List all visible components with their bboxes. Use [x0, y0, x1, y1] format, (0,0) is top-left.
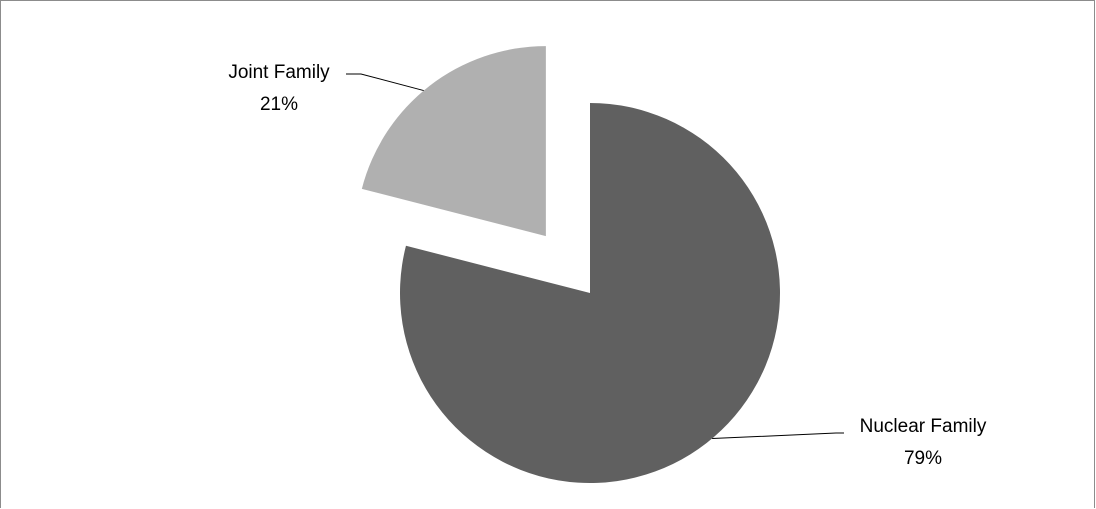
pie-slice-nuclear-family: [400, 103, 781, 483]
nuclear-family-percent: 79%: [904, 448, 942, 469]
nuclear-family-label: Nuclear Family: [860, 416, 987, 437]
pie-slice-joint-family: [361, 46, 546, 237]
pie-slices: [361, 46, 781, 483]
joint-family-percent: 21%: [260, 94, 298, 115]
leader-lines: [346, 73, 844, 440]
leader-line-joint-family: [346, 73, 424, 92]
joint-family-label: Joint Family: [228, 62, 330, 83]
leader-line-nuclear-family: [712, 432, 844, 440]
